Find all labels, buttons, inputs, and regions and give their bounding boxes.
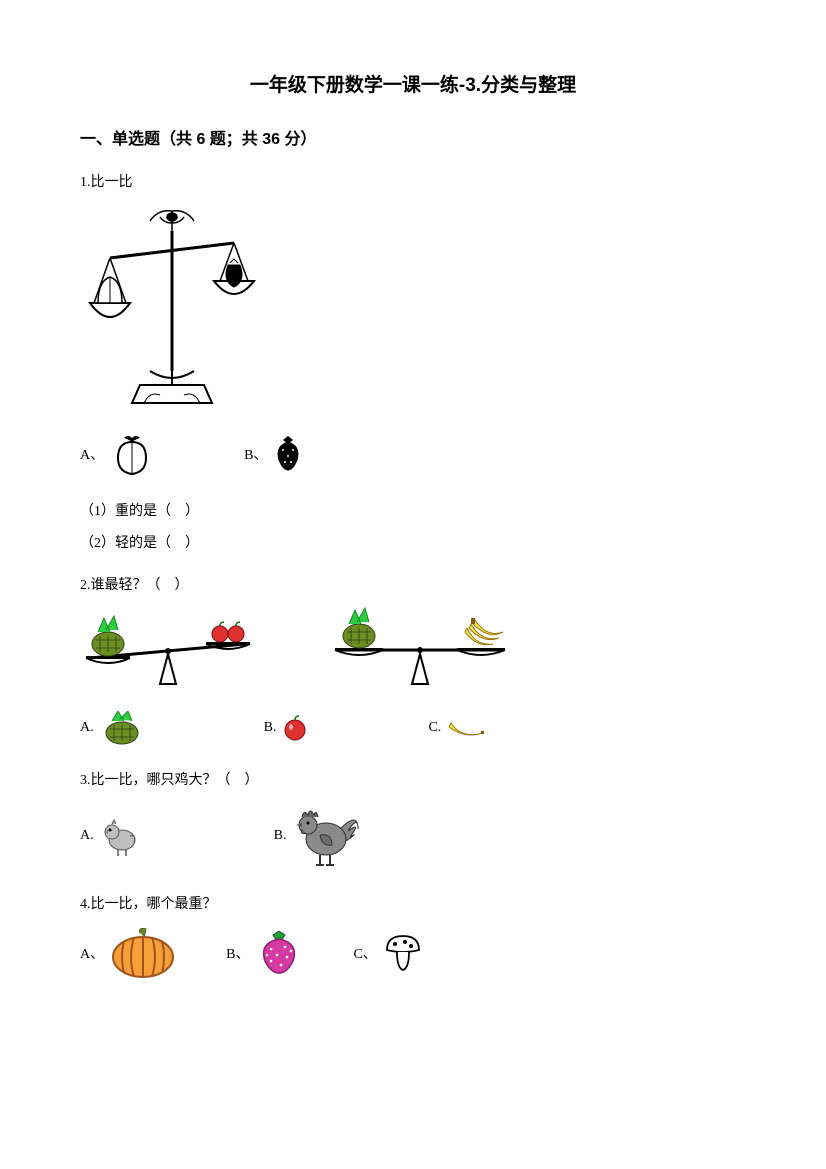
section-header: 一、单选题（共 6 题；共 36 分）	[80, 125, 746, 149]
q2-options: A. B. C.	[80, 711, 746, 745]
q4-option-c[interactable]: C、	[353, 934, 422, 972]
q2-option-b[interactable]: B.	[264, 715, 309, 741]
q4-option-a[interactable]: A、	[80, 927, 176, 979]
option-label: B.	[274, 828, 287, 844]
q4-option-b[interactable]: B、	[226, 931, 303, 975]
q3-option-b[interactable]: B.	[274, 803, 363, 869]
option-label: C.	[428, 720, 441, 736]
q2-option-c[interactable]: C.	[428, 717, 487, 739]
page-title: 一年级下册数学一课一练-3.分类与整理	[80, 70, 746, 97]
option-label: A、	[80, 943, 104, 963]
q2-figure	[80, 606, 746, 691]
mushroom-icon	[383, 934, 423, 972]
q4-stem: 4.比一比，哪个最重？	[80, 893, 746, 913]
q3-options: A. B.	[80, 803, 746, 869]
option-label: B、	[244, 444, 267, 464]
q2-stem: 2.谁最轻？（ ）	[80, 574, 746, 594]
pineapple-icon	[100, 711, 144, 745]
strawberry-icon	[273, 436, 303, 472]
q4-options: A、 B、	[80, 927, 746, 979]
option-label: C、	[353, 943, 376, 963]
q1-figure-balance	[80, 203, 746, 418]
q3-option-a[interactable]: A.	[80, 814, 144, 858]
banana-icon	[447, 717, 487, 739]
option-label: B.	[264, 720, 277, 736]
apple-icon	[282, 715, 308, 741]
q1-sub1: （1）重的是（ ）	[80, 500, 746, 520]
q1-option-b[interactable]: B、	[244, 436, 303, 472]
q1-stem: 1.比一比	[80, 171, 746, 191]
pumpkin-icon	[110, 927, 176, 979]
option-label: A.	[80, 828, 94, 844]
q1-option-a[interactable]: A、	[80, 432, 154, 476]
rooster-icon	[292, 803, 362, 869]
peach-icon	[110, 432, 154, 476]
option-label: A.	[80, 720, 94, 736]
q1-sub2: （2）轻的是（ ）	[80, 532, 746, 552]
strawberry-color-icon	[255, 931, 303, 975]
q2-option-a[interactable]: A.	[80, 711, 144, 745]
option-label: A、	[80, 444, 104, 464]
q3-stem: 3.比一比，哪只鸡大？（ ）	[80, 769, 746, 789]
option-label: B、	[226, 943, 249, 963]
chick-icon	[100, 814, 144, 858]
q1-options: A、 B、	[80, 432, 746, 476]
